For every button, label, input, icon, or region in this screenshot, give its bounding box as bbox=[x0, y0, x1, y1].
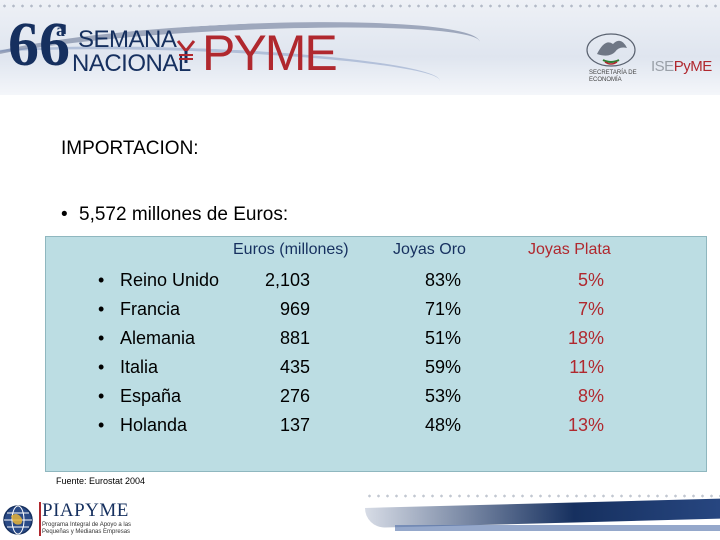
piapyme-name: PIAPYME bbox=[42, 500, 129, 521]
footer-decoration bbox=[365, 493, 720, 540]
row-bullet: • bbox=[98, 415, 105, 435]
y-mark-icon bbox=[176, 40, 196, 63]
dot-pattern bbox=[0, 2, 720, 10]
joyas-plata-cell: 18% bbox=[567, 328, 604, 348]
edition-number: 66 bbox=[8, 11, 70, 79]
row-bullet: • bbox=[98, 299, 105, 319]
piapyme-subtitle: Programa Integral de Apoyo a las Pequeña… bbox=[42, 522, 132, 535]
table-row: • Italia 435 59% 11% bbox=[0, 357, 720, 386]
table-row: • España 276 53% 8% bbox=[0, 386, 720, 415]
joyas-plata-cell: 7% bbox=[577, 299, 604, 319]
main-bullet: • 5,572 millones de Euros: bbox=[61, 204, 288, 226]
semana-nacional-pyme-logo: 66 a SEMANA NACIONAL PYME bbox=[6, 11, 338, 84]
country-cell: Alemania bbox=[120, 328, 196, 348]
se-logo-gray: ISE bbox=[651, 58, 674, 75]
euros-cell: 2,103 bbox=[264, 270, 310, 290]
bullet-glyph: • bbox=[61, 204, 68, 225]
edition-suffix: a bbox=[56, 20, 65, 40]
joyas-oro-cell: 48% bbox=[424, 415, 461, 435]
row-bullet: • bbox=[98, 386, 105, 406]
source-note: Fuente: Eurostat 2004 bbox=[56, 476, 146, 486]
gov-small-text: SECRETARÍA DE ECONOMÍA bbox=[589, 70, 637, 83]
country-cell: España bbox=[120, 386, 182, 406]
country-cell: Reino Unido bbox=[120, 270, 220, 290]
row-bullet: • bbox=[98, 270, 105, 290]
joyas-plata-cell: 5% bbox=[577, 270, 604, 290]
joyas-oro-cell: 51% bbox=[424, 328, 461, 348]
eagle-seal-icon bbox=[586, 33, 636, 67]
table-row: • Francia 969 71% 7% bbox=[0, 299, 720, 328]
joyas-oro-cell: 59% bbox=[424, 357, 461, 377]
main-bullet-text: 5,572 millones de Euros: bbox=[79, 204, 289, 225]
country-cell: Italia bbox=[120, 357, 159, 377]
joyas-plata-cell: 11% bbox=[569, 357, 604, 377]
column-header-joyas-plata: Joyas Plata bbox=[528, 241, 611, 258]
data-table-panel bbox=[45, 236, 707, 472]
government-logos: SECRETARÍA DE ECONOMÍA ISEPyME bbox=[575, 30, 720, 85]
table-row: • Reino Unido 2,103 83% 5% bbox=[0, 270, 720, 299]
table-row: • Alemania 881 51% 18% bbox=[0, 328, 720, 357]
row-bullet: • bbox=[98, 328, 105, 348]
piapyme-divider bbox=[39, 502, 41, 536]
table-row: • Holanda 137 48% 13% bbox=[0, 415, 720, 444]
se-logo-red: PyME bbox=[673, 58, 713, 75]
euros-cell: 137 bbox=[279, 415, 310, 435]
joyas-plata-cell: 13% bbox=[567, 415, 604, 435]
globe-icon bbox=[3, 505, 33, 535]
se-logo: ISEPyME bbox=[651, 58, 712, 75]
column-header-euros: Euros (millones) bbox=[233, 241, 349, 258]
column-header-joyas-oro: Joyas Oro bbox=[393, 241, 466, 258]
piapyme-logo: PIAPYME Programa Integral de Apoyo a las… bbox=[2, 500, 202, 540]
event-line2: NACIONAL bbox=[72, 50, 191, 77]
euros-cell: 969 bbox=[279, 299, 310, 319]
header-banner: 66 a SEMANA NACIONAL PYME SECRETARÍA DE … bbox=[0, 0, 720, 95]
country-cell: Holanda bbox=[120, 415, 188, 435]
event-brand: PYME bbox=[202, 25, 338, 81]
country-cell: Francia bbox=[120, 299, 181, 319]
footer-band bbox=[365, 498, 720, 528]
footer-band-2 bbox=[395, 525, 720, 531]
joyas-oro-cell: 71% bbox=[424, 299, 461, 319]
euros-cell: 435 bbox=[279, 357, 310, 377]
event-line1: SEMANA bbox=[78, 26, 177, 53]
slide-heading: IMPORTACION: bbox=[61, 138, 199, 159]
joyas-plata-cell: 8% bbox=[577, 386, 604, 406]
footer-dot-pattern bbox=[365, 493, 720, 499]
joyas-oro-cell: 83% bbox=[424, 270, 461, 290]
euros-cell: 276 bbox=[279, 386, 310, 406]
euros-cell: 881 bbox=[279, 328, 310, 348]
joyas-oro-cell: 53% bbox=[424, 386, 461, 406]
row-bullet: • bbox=[98, 357, 105, 377]
